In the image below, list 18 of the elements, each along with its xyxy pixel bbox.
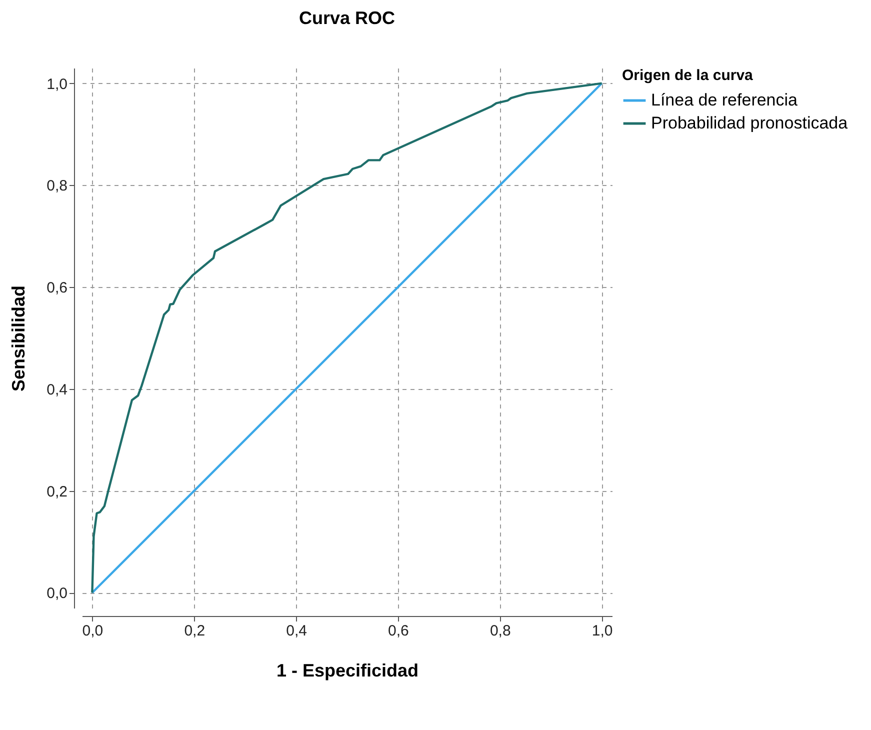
legend-title: Origen de la curva	[622, 67, 754, 84]
y-tick-label: 0,2	[46, 483, 68, 500]
y-tick-label: 0,6	[46, 280, 68, 297]
chart-title: Curva ROC	[298, 8, 396, 28]
x-tick-label: 0,6	[388, 622, 409, 640]
x-tick-label: 0,2	[184, 622, 206, 640]
y-tick-label: 1,0	[46, 76, 68, 93]
y-tick-label: 0,4	[46, 381, 68, 398]
x-tick-label: 0,8	[490, 622, 511, 640]
x-tick-label: 0,0	[82, 622, 104, 640]
y-tick-label: 0,8	[46, 178, 68, 195]
x-tick-label: 1,0	[592, 622, 613, 640]
x-axis-title: 1 - Especificidad	[276, 660, 419, 680]
y-tick-label: 0,0	[46, 585, 68, 602]
legend-label: Línea de referencia	[651, 90, 798, 110]
x-tick-label: 0,4	[286, 622, 307, 640]
y-axis-title: Sensibilidad	[8, 285, 29, 392]
legend-label: Probabilidad pronosticada	[651, 114, 848, 132]
